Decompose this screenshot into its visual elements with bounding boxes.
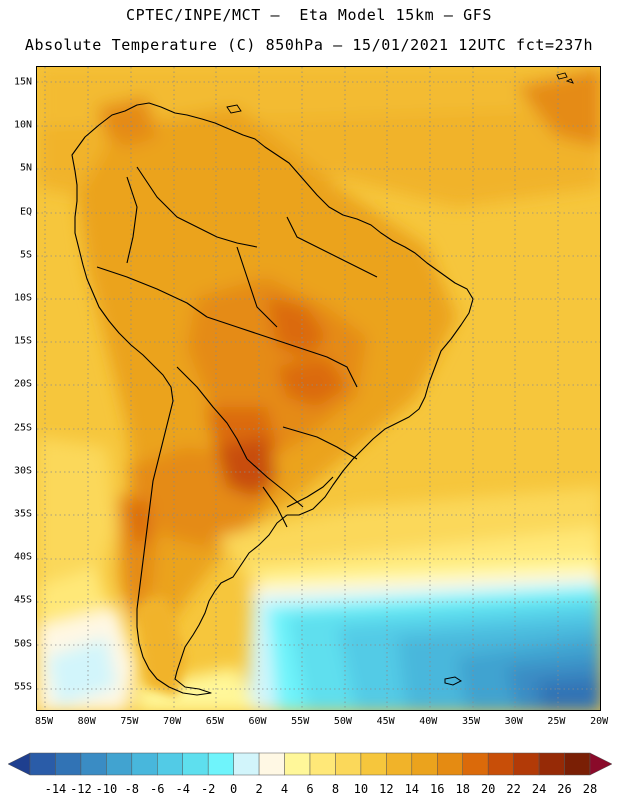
colorbar-label: 6 [306, 782, 314, 796]
lat-label: 50S [13, 638, 32, 650]
lon-label: 35W [461, 716, 481, 727]
lon-label: 70W [163, 716, 182, 727]
colorbar-swatch [309, 752, 336, 776]
colorbar-label: 16 [430, 782, 445, 796]
colorbar-swatch [80, 752, 107, 776]
lon-label: 30W [504, 716, 523, 727]
title-line-2: Absolute Temperature (C) 850hPa – 15/01/… [24, 36, 594, 54]
colorbar-swatch [538, 752, 565, 776]
colorbar-label: 10 [353, 782, 369, 796]
colorbar-swatch [131, 752, 158, 776]
colorbar-label: 4 [280, 782, 289, 796]
colorbar-label: 28 [582, 782, 598, 796]
colorbar-min-arrow [7, 752, 31, 776]
colorbar-max-arrow [589, 752, 613, 776]
lat-label: 10N [13, 119, 32, 131]
colorbar-label: 26 [557, 782, 572, 796]
lon-label: 80W [77, 716, 96, 727]
lat-label: 15S [13, 335, 32, 347]
colorbar-swatch [360, 752, 387, 776]
lon-label: 75W [120, 716, 139, 727]
lon-label: 40W [419, 716, 438, 727]
lat-label: 15N [13, 76, 32, 88]
colorbar-swatch [157, 752, 183, 776]
colorbar-label: 8 [331, 782, 340, 796]
lon-label: 45W [376, 716, 395, 727]
lat-label: 5N [19, 162, 32, 174]
lat-label: 20S [13, 378, 32, 390]
colorbar-swatch [233, 752, 260, 776]
temperature-map [37, 67, 600, 710]
colorbar-swatch [55, 752, 82, 776]
lat-label: 25S [13, 422, 32, 434]
lat-label: 45S [13, 594, 32, 606]
colorbar-label: 24 [531, 782, 547, 796]
colorbar-label: 12 [379, 782, 394, 796]
colorbar-label: -14 [44, 782, 67, 796]
lon-label: 20W [590, 716, 609, 727]
title-line-1: CPTEC/INPE/MCT – Eta Model 15km – GFS [126, 6, 492, 24]
colorbar-label: 20 [480, 782, 496, 796]
colorbar-label: 2 [255, 782, 263, 796]
lon-label: 65W [205, 716, 224, 727]
colorbar-label: -8 [124, 782, 140, 796]
lat-label: 10S [13, 292, 32, 304]
lat-label: EQ [19, 206, 32, 218]
lat-label: 30S [13, 465, 32, 477]
lon-label: 55W [291, 716, 310, 727]
colorbar-label: -12 [70, 782, 92, 796]
colorbar-swatch [106, 752, 133, 776]
colorbar-label: 0 [230, 782, 238, 796]
colorbar-label: -6 [150, 782, 165, 796]
colorbar-swatch [411, 752, 438, 776]
lon-label: 25W [547, 716, 566, 727]
colorbar-swatch [386, 752, 413, 776]
colorbar-swatch [462, 752, 489, 776]
lon-label: 85W [34, 716, 54, 727]
colorbar-label: -2 [200, 782, 216, 796]
colorbar-swatch [564, 752, 591, 776]
colorbar [7, 752, 613, 776]
colorbar-label: -4 [175, 782, 190, 796]
colorbar-label: 22 [506, 782, 521, 796]
colorbar-label: -10 [95, 782, 118, 796]
lon-label: 60W [248, 716, 267, 727]
colorbar-swatch [258, 752, 285, 776]
colorbar-label: 18 [455, 782, 470, 796]
colorbar-swatch [437, 752, 463, 776]
colorbar-swatch [182, 752, 209, 776]
map-panel [36, 66, 601, 711]
colorbar-swatch [335, 752, 362, 776]
lat-label: 35S [13, 508, 32, 520]
colorbar-swatch [207, 752, 234, 776]
colorbar-swatch [487, 752, 514, 776]
lat-label: 5S [19, 249, 32, 261]
lat-label: 40S [13, 551, 32, 563]
lat-label: 55S [13, 681, 32, 693]
colorbar-swatch [513, 752, 540, 776]
colorbar-swatch [284, 752, 311, 776]
lon-label: 50W [333, 716, 352, 727]
colorbar-label: 14 [404, 782, 420, 796]
coastline [71, 102, 474, 696]
colorbar-swatch [29, 752, 56, 776]
